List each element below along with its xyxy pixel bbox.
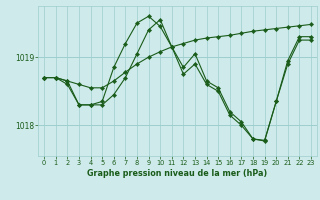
X-axis label: Graphe pression niveau de la mer (hPa): Graphe pression niveau de la mer (hPa) [87,169,268,178]
